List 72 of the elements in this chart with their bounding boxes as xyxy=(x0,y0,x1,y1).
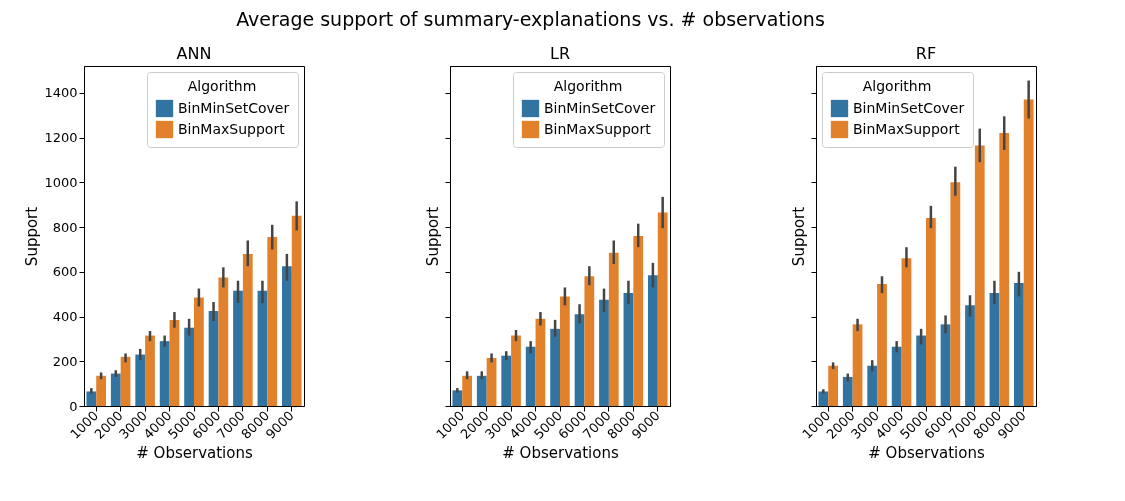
bar xyxy=(818,391,829,406)
bar xyxy=(584,276,595,406)
y-tick-label: 600 xyxy=(52,264,78,280)
bar xyxy=(599,299,609,406)
bar xyxy=(916,335,926,406)
bar xyxy=(550,328,560,406)
bar xyxy=(145,335,155,406)
x-axis-title: # Observations xyxy=(502,443,619,462)
bar xyxy=(1023,99,1034,406)
y-tick-label: 400 xyxy=(52,309,78,325)
bar xyxy=(1014,282,1024,406)
bar xyxy=(462,375,472,406)
legend-label: BinMinSetCover xyxy=(178,99,290,116)
bar xyxy=(852,324,863,406)
bar xyxy=(110,373,121,406)
bar xyxy=(648,275,658,406)
bar xyxy=(974,145,985,406)
legend-label: BinMinSetCover xyxy=(853,99,965,116)
x-axis-title: # Observations xyxy=(136,443,253,462)
y-axis-title: Support xyxy=(23,206,42,267)
y-tick-label: 0 xyxy=(69,398,78,414)
chart-title: LR xyxy=(549,44,571,63)
y-tick-label: 200 xyxy=(52,353,78,369)
bar xyxy=(867,365,878,406)
bar xyxy=(560,296,570,406)
bar xyxy=(828,365,838,406)
bar xyxy=(267,237,278,406)
bar xyxy=(950,182,961,406)
bar xyxy=(96,375,106,406)
bar xyxy=(291,215,302,406)
bar xyxy=(501,355,512,406)
legend-label: BinMaxSupport xyxy=(544,120,652,137)
legend-label: BinMaxSupport xyxy=(853,120,961,137)
legend-label: BinMinSetCover xyxy=(544,99,656,116)
text: Average support of summary-explanations vs. # observations xyxy=(236,7,825,30)
bar xyxy=(452,390,463,406)
bar xyxy=(184,327,194,406)
y-axis-title: Support xyxy=(424,206,442,267)
bar xyxy=(842,376,853,406)
bar xyxy=(633,236,644,406)
bar xyxy=(965,305,975,406)
bar xyxy=(476,375,487,406)
bar xyxy=(86,391,97,406)
bar xyxy=(282,266,292,406)
bar xyxy=(877,284,887,406)
bar xyxy=(218,277,229,406)
bar xyxy=(511,335,521,406)
bar xyxy=(608,252,619,406)
legend-title: Algorithm xyxy=(862,78,932,94)
chart-title: RF xyxy=(915,44,937,63)
y-axis-title: Support xyxy=(790,206,808,267)
y-tick-label: 1200 xyxy=(44,130,78,146)
bar xyxy=(926,218,936,406)
y-tick-label: 800 xyxy=(52,219,78,235)
bar xyxy=(233,290,243,406)
legend-title: Algorithm xyxy=(187,78,257,94)
bar xyxy=(999,133,1010,406)
y-tick-label: 1400 xyxy=(44,85,78,101)
chart-title: ANN xyxy=(176,44,212,63)
bar xyxy=(194,297,204,406)
bar xyxy=(535,318,546,406)
bar xyxy=(657,212,668,406)
bar xyxy=(242,253,253,406)
y-tick-label: 1000 xyxy=(44,174,78,190)
bar xyxy=(135,354,146,406)
bar xyxy=(159,341,170,406)
legend-title: Algorithm xyxy=(553,78,623,94)
bar xyxy=(901,258,912,406)
x-axis-title: # Observations xyxy=(868,443,985,462)
legend-label: BinMaxSupport xyxy=(178,120,286,137)
bar xyxy=(891,346,902,406)
bar xyxy=(525,346,536,406)
